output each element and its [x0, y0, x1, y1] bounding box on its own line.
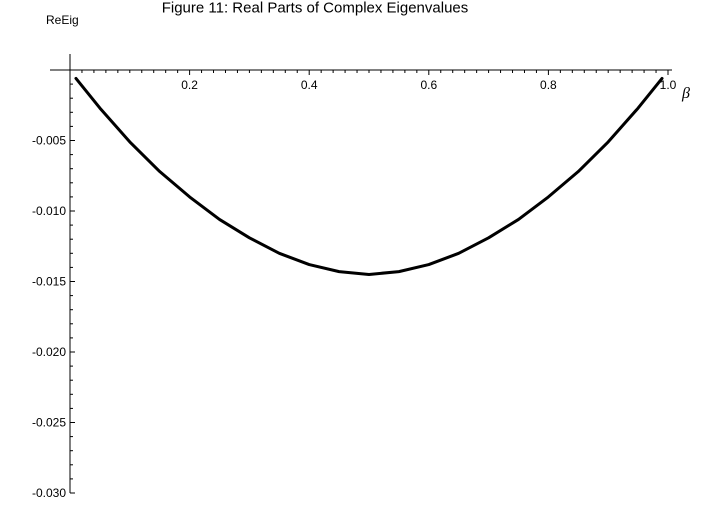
y-tick-label: -0.010: [32, 204, 66, 218]
series-line: [74, 76, 664, 276]
plot-series: [74, 76, 664, 276]
y-tick-label: -0.030: [32, 486, 66, 500]
y-tick-label: -0.015: [32, 275, 66, 289]
x-tick-label: 0.2: [181, 78, 198, 92]
chart-title: Figure 11: Real Parts of Complex Eigenva…: [162, 0, 469, 16]
y-tick-label: -0.005: [32, 134, 66, 148]
x-ticks: 0.2 0.4 0.6 0.8 1.0: [81, 70, 677, 92]
y-tick-label: -0.025: [32, 416, 66, 430]
y-axis-label: ReEig: [46, 13, 79, 27]
x-tick-label: 1.0: [660, 78, 677, 92]
y-tick-label: -0.020: [32, 345, 66, 359]
x-axis-label: β: [681, 85, 690, 102]
x-tick-label: 0.8: [540, 78, 557, 92]
x-tick-label: 0.6: [420, 78, 437, 92]
y-ticks: -0.005 -0.010 -0.015 -0.020 -0.025 -0.030: [32, 83, 75, 500]
x-tick-label: 0.4: [301, 78, 318, 92]
